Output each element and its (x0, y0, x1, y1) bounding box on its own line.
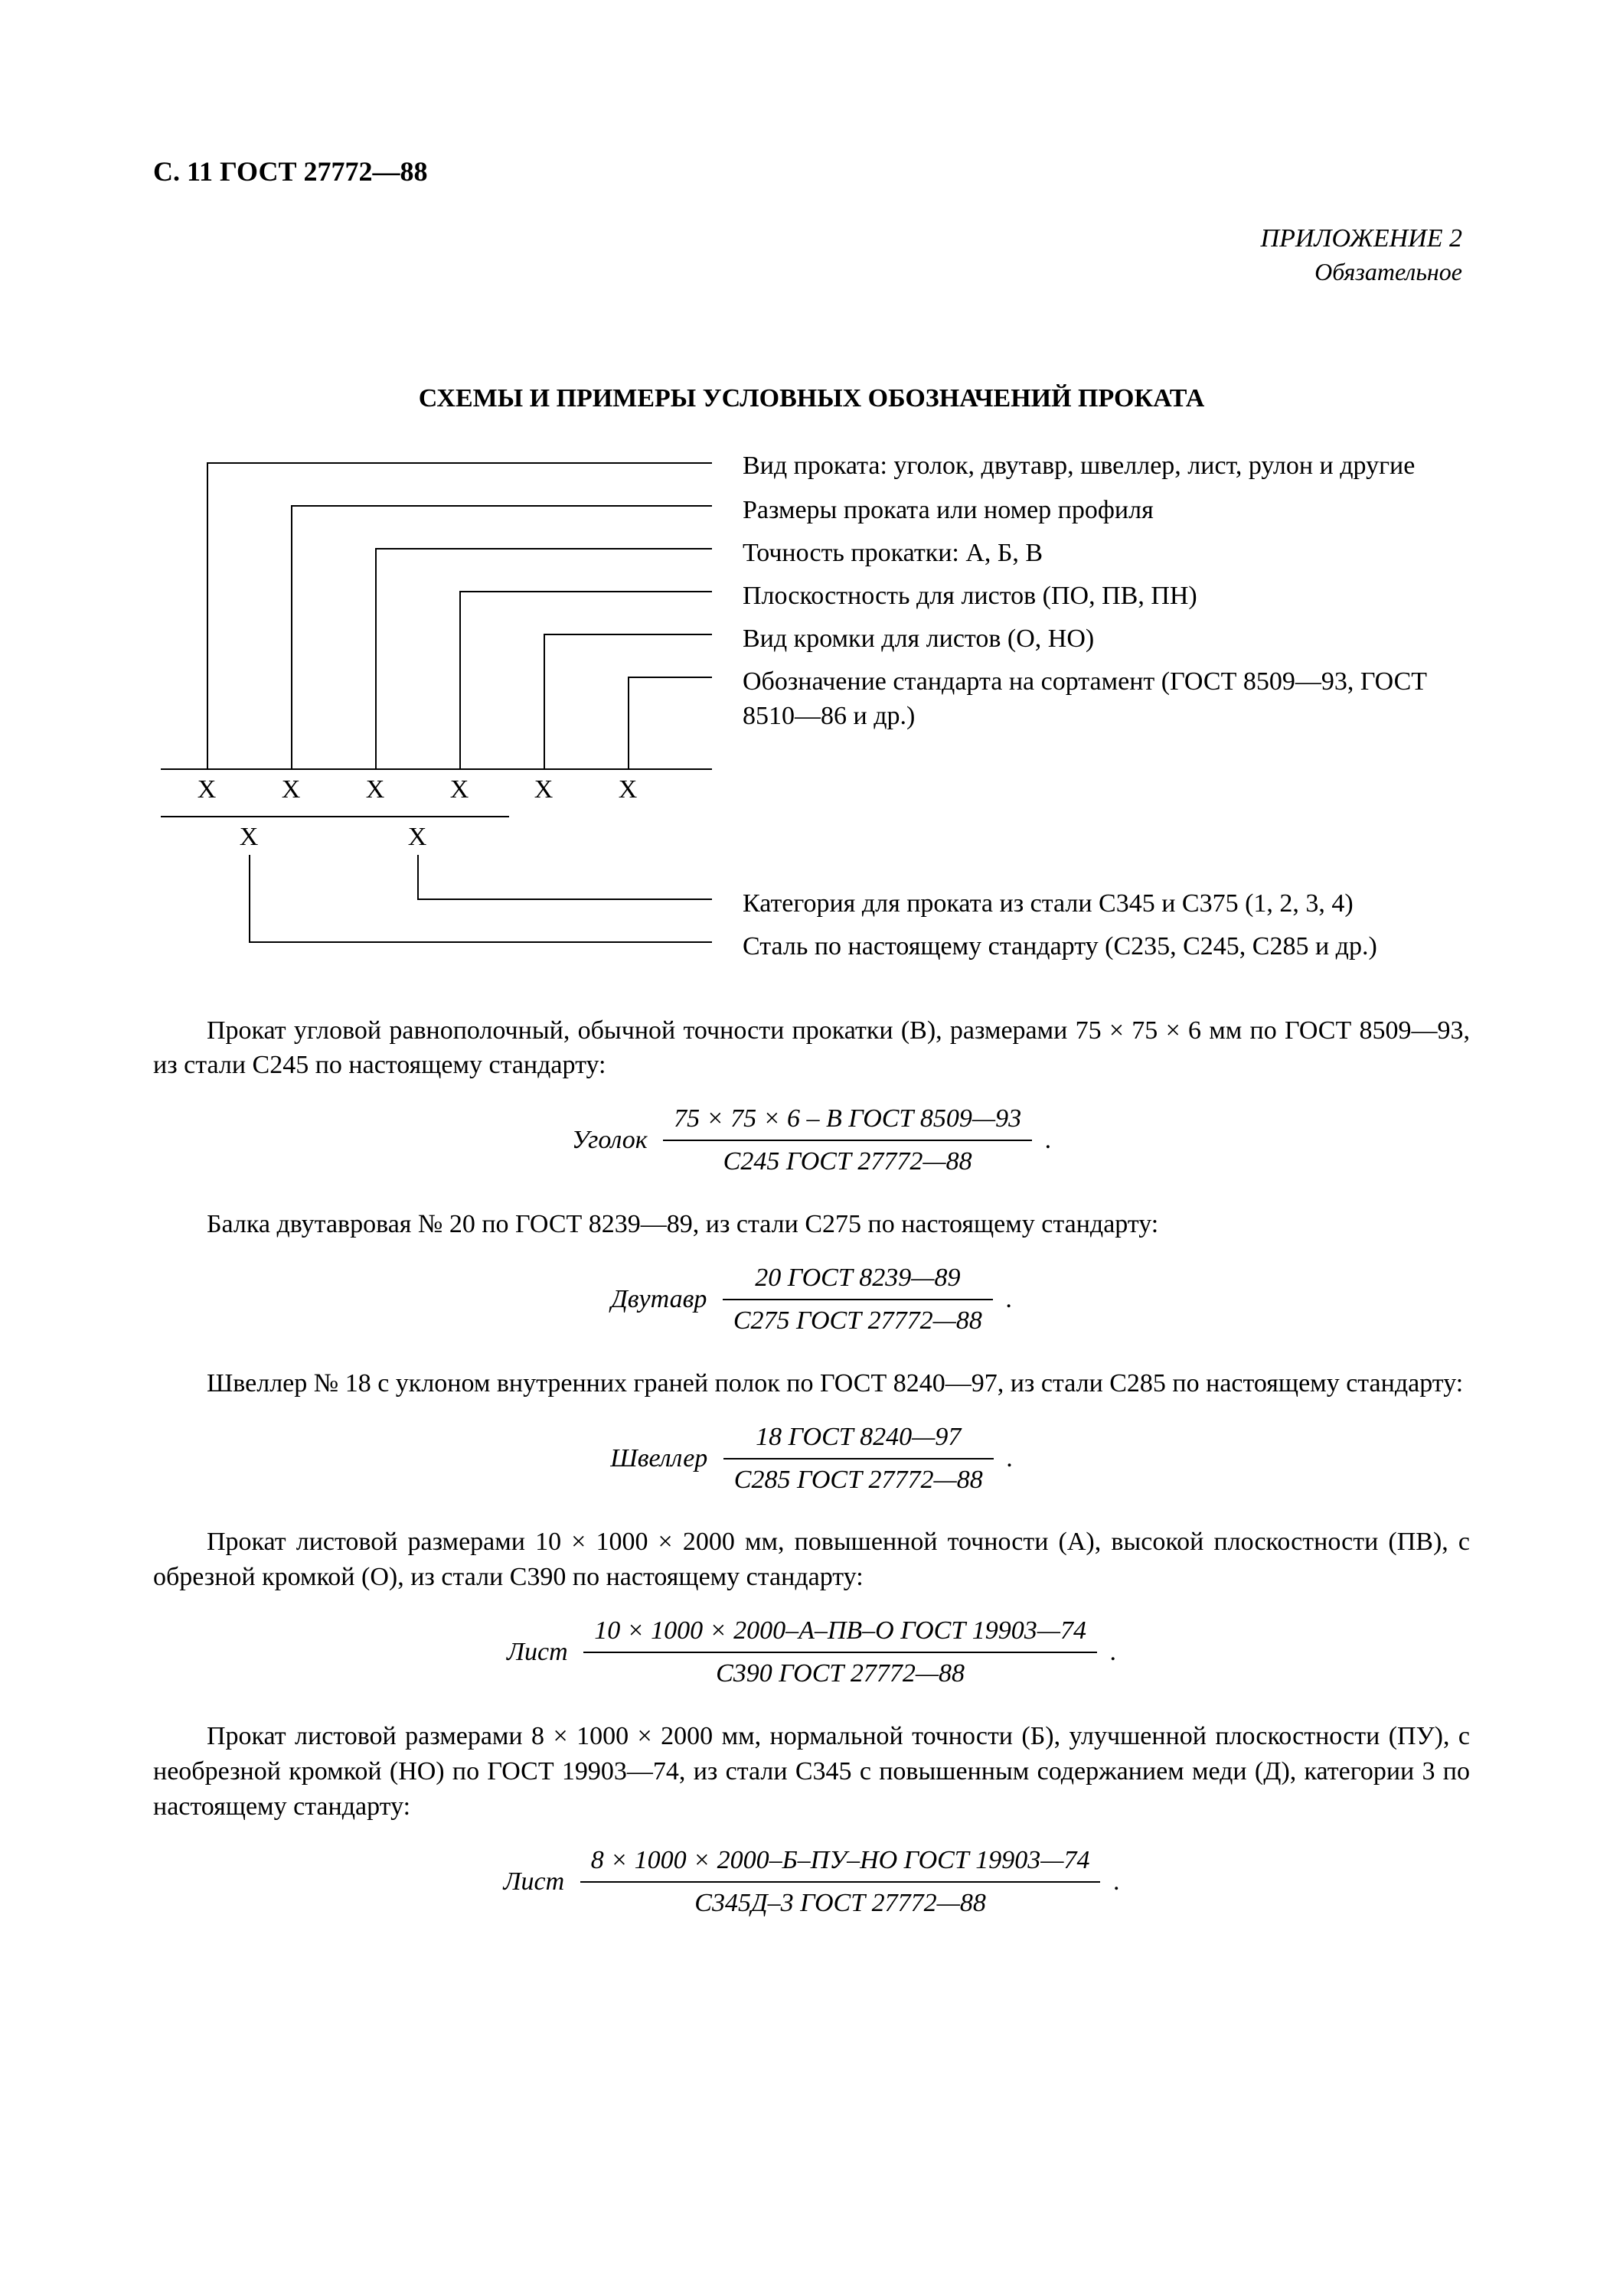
scheme-placeholder: X (360, 772, 390, 807)
scheme-placeholder: X (612, 772, 643, 807)
formula-period: . (1113, 1864, 1120, 1900)
paragraph-1: Прокат угловой равнополочный, обычной то… (153, 1013, 1470, 1084)
formula-fraction: 75 × 75 × 6 – В ГОСТ 8509—93 С245 ГОСТ 2… (663, 1101, 1032, 1179)
scheme-placeholder: X (276, 772, 306, 807)
page-header: С. 11 ГОСТ 27772—88 (153, 153, 1470, 191)
formula-numerator: 20 ГОСТ 8239—89 (723, 1261, 993, 1300)
scheme-bracket-vertical (628, 677, 629, 768)
scheme-label: Категория для проката из стали С345 и С3… (743, 886, 1462, 921)
appendix-note: Обязательное (153, 256, 1462, 289)
paragraph-5: Прокат листовой размерами 8 × 1000 × 200… (153, 1719, 1470, 1825)
formula-list-1: Лист 10 × 1000 × 2000–А–ПВ–О ГОСТ 19903—… (153, 1613, 1470, 1691)
scheme-placeholder: X (528, 772, 559, 807)
designation-scheme-diagram: XXXXXXXXВид проката: уголок, двутавр, шв… (161, 462, 1462, 967)
scheme-bracket-horizontal (291, 505, 712, 507)
formula-denominator: С275 ГОСТ 27772—88 (723, 1300, 993, 1339)
formula-fraction: 20 ГОСТ 8239—89 С275 ГОСТ 27772—88 (723, 1261, 993, 1339)
formula-period: . (1006, 1441, 1013, 1476)
formula-fraction: 10 × 1000 × 2000–А–ПВ–О ГОСТ 19903—74 С3… (583, 1613, 1097, 1691)
scheme-label: Вид проката: уголок, двутавр, швеллер, л… (743, 448, 1462, 484)
formula-fraction: 18 ГОСТ 8240—97 С285 ГОСТ 27772—88 (723, 1420, 994, 1498)
formula-denominator: С285 ГОСТ 27772—88 (723, 1459, 994, 1498)
formula-numerator: 10 × 1000 × 2000–А–ПВ–О ГОСТ 19903—74 (583, 1613, 1097, 1653)
scheme-bracket-horizontal (417, 899, 712, 900)
scheme-placeholder: X (191, 772, 222, 807)
scheme-label: Вид кромки для листов (О, НО) (743, 621, 1462, 657)
scheme-placeholder: X (444, 772, 475, 807)
appendix-block: ПРИЛОЖЕНИЕ 2 Обязательное (153, 221, 1462, 289)
scheme-bracket-vertical (375, 548, 377, 768)
section-title: СХЕМЫ И ПРИМЕРЫ УСЛОВНЫХ ОБОЗНАЧЕНИЙ ПРО… (153, 381, 1470, 416)
scheme-label: Обозначение стандарта на сортамент (ГОСТ… (743, 664, 1462, 735)
formula-period: . (1045, 1123, 1052, 1158)
scheme-bracket-horizontal (207, 462, 712, 464)
scheme-label: Точность прокатки: А, Б, В (743, 536, 1462, 571)
formula-prefix: Уголок (572, 1123, 648, 1158)
scheme-bracket-vertical (417, 855, 419, 899)
formula-numerator: 18 ГОСТ 8240—97 (723, 1420, 994, 1459)
formula-numerator: 75 × 75 × 6 – В ГОСТ 8509—93 (663, 1101, 1032, 1141)
scheme-placeholder-sub: X (233, 820, 264, 855)
scheme-bracket-horizontal (459, 591, 712, 592)
scheme-bracket-vertical (249, 855, 250, 941)
formula-denominator: С245 ГОСТ 27772—88 (663, 1141, 1032, 1179)
scheme-bracket-horizontal (375, 548, 712, 550)
formula-ugolok: Уголок 75 × 75 × 6 – В ГОСТ 8509—93 С245… (153, 1101, 1470, 1179)
scheme-bracket-vertical (459, 591, 461, 768)
formula-shveller: Швеллер 18 ГОСТ 8240—97 С285 ГОСТ 27772—… (153, 1420, 1470, 1498)
formula-prefix: Лист (507, 1635, 568, 1670)
appendix-title: ПРИЛОЖЕНИЕ 2 (153, 221, 1462, 256)
formula-prefix: Лист (504, 1864, 565, 1900)
scheme-label: Плоскостность для листов (ПО, ПВ, ПН) (743, 579, 1462, 614)
scheme-bracket-vertical (291, 505, 292, 768)
scheme-bracket-vertical (207, 462, 208, 768)
formula-fraction: 8 × 1000 × 2000–Б–ПУ–НО ГОСТ 19903—74 С3… (580, 1843, 1101, 1921)
formula-period: . (1005, 1282, 1012, 1317)
scheme-placeholder-sub: X (402, 820, 433, 855)
formula-denominator: С390 ГОСТ 27772—88 (583, 1653, 1097, 1691)
formula-denominator: С345Д–3 ГОСТ 27772—88 (580, 1883, 1101, 1921)
paragraph-3: Швеллер № 18 с уклоном внутренних граней… (153, 1366, 1470, 1401)
formula-prefix: Двутавр (611, 1282, 707, 1317)
scheme-main-line (161, 768, 712, 770)
paragraph-2: Балка двутавровая № 20 по ГОСТ 8239—89, … (153, 1207, 1470, 1242)
formula-numerator: 8 × 1000 × 2000–Б–ПУ–НО ГОСТ 19903—74 (580, 1843, 1101, 1883)
scheme-label: Сталь по настоящему стандарту (С235, С24… (743, 929, 1462, 964)
formula-dvutavr: Двутавр 20 ГОСТ 8239—89 С275 ГОСТ 27772—… (153, 1261, 1470, 1339)
formula-list-2: Лист 8 × 1000 × 2000–Б–ПУ–НО ГОСТ 19903—… (153, 1843, 1470, 1921)
scheme-bracket-horizontal (249, 941, 712, 943)
formula-prefix: Швеллер (610, 1441, 707, 1476)
scheme-bracket-vertical (544, 634, 545, 768)
scheme-bracket-horizontal (628, 677, 712, 678)
scheme-bracket-horizontal (544, 634, 712, 635)
scheme-label: Размеры проката или номер профиля (743, 493, 1462, 528)
page: С. 11 ГОСТ 27772—88 ПРИЛОЖЕНИЕ 2 Обязате… (0, 0, 1623, 2296)
formula-period: . (1109, 1635, 1116, 1670)
paragraph-4: Прокат листовой размерами 10 × 1000 × 20… (153, 1525, 1470, 1595)
scheme-sub-line (161, 816, 509, 817)
